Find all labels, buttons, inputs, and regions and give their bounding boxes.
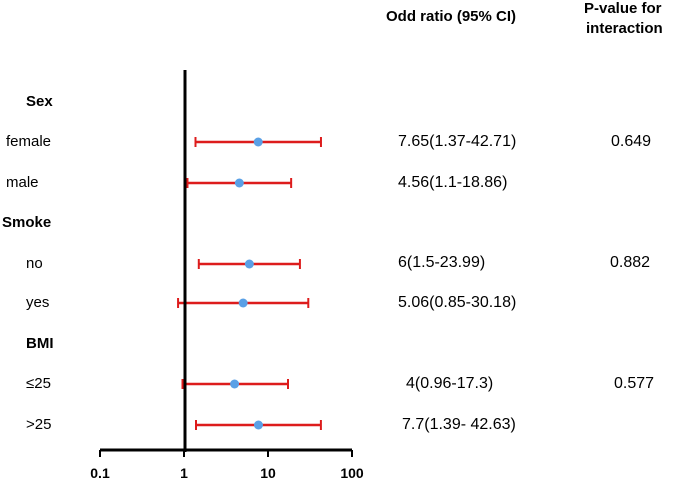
header-odds-ratio: Odd ratio (95% CI): [386, 8, 517, 25]
row-label-bmi-le25: ≤25: [26, 375, 51, 392]
or-text-bmi-gt25: 7.7(1.39- 42.63): [402, 416, 516, 433]
or-point-3: [244, 259, 254, 269]
p-value-smoke: 0.882: [610, 254, 651, 271]
or-point-1: [253, 137, 263, 147]
header-p-value-line1: P-value for: [584, 0, 662, 17]
or-text-bmi-le25: 4(0.96-17.3): [406, 375, 494, 392]
row-label-bmi-gt25: >25: [26, 416, 52, 433]
x-tick-label-0: 0.1: [90, 465, 110, 481]
p-value-bmi: 0.577: [614, 375, 655, 392]
or-point-2: [234, 178, 244, 188]
or-text-male: 4.56(1.1-18.86): [398, 174, 508, 191]
row-label-female: female: [6, 133, 52, 150]
or-text-no: 6(1.5-23.99): [398, 254, 486, 271]
or-point-5: [230, 379, 240, 389]
or-text-female: 7.65(1.37-42.71): [398, 133, 517, 150]
group-label-bmi: BMI: [26, 335, 54, 352]
header-p-value-line2: interaction: [586, 20, 663, 37]
or-point-6: [253, 420, 263, 430]
row-label-male: male: [6, 174, 39, 191]
group-label-smoke: Smoke: [2, 214, 52, 231]
row-label-no: no: [26, 255, 43, 272]
x-tick-label-2: 10: [260, 465, 276, 481]
x-tick-label-1: 1: [180, 465, 188, 481]
group-label-sex: Sex: [26, 93, 53, 110]
or-point-4: [238, 298, 248, 308]
x-tick-label-3: 100: [340, 465, 364, 481]
row-label-yes: yes: [26, 294, 50, 311]
p-value-sex: 0.649: [611, 133, 652, 150]
or-text-yes: 5.06(0.85-30.18): [398, 294, 517, 311]
